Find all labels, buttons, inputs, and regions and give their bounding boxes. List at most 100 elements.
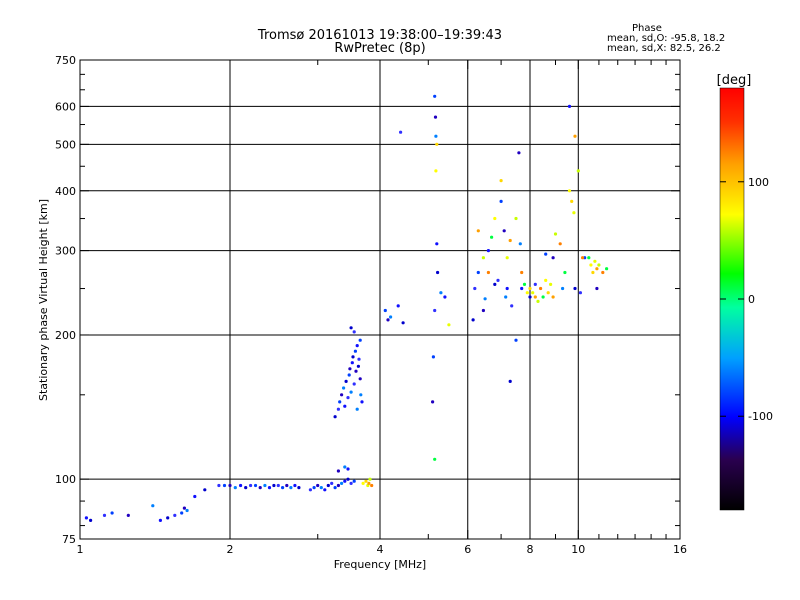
o-mode-point [544, 252, 548, 256]
o-mode-point [253, 483, 258, 488]
x-mode-point [434, 169, 438, 173]
o-mode-point [502, 229, 506, 233]
y-tick-label: 300 [55, 245, 76, 258]
o-mode-point [578, 291, 583, 295]
o-mode-point [333, 415, 337, 419]
x-tick-label: 2 [227, 543, 234, 556]
x-mode-point [581, 256, 585, 260]
o-mode-point [343, 404, 347, 408]
o-mode-point [249, 483, 253, 488]
o-mode-point [353, 349, 357, 353]
x-mode-point [368, 477, 372, 481]
o-mode-point [533, 282, 537, 286]
x-mode-point [447, 323, 451, 327]
y-tick-label: 500 [55, 138, 76, 151]
x-mode-point [493, 216, 497, 221]
x-mode-point [435, 142, 439, 146]
x-mode-point [589, 263, 593, 267]
o-mode-point [349, 390, 353, 394]
o-mode-point [203, 488, 207, 492]
o-mode-point [336, 483, 340, 488]
o-mode-point [386, 318, 390, 322]
o-mode-point [340, 481, 344, 485]
o-mode-point [496, 278, 500, 282]
colorbar-label: [deg] [717, 73, 752, 88]
o-mode-point [508, 379, 512, 383]
o-mode-point [561, 286, 565, 291]
o-mode-point [346, 477, 350, 481]
o-mode-point [433, 308, 437, 313]
o-mode-point [551, 256, 555, 260]
o-mode-point [481, 308, 485, 313]
o-mode-point [272, 483, 276, 488]
o-mode-point [346, 467, 350, 471]
x-mode-point [370, 483, 374, 488]
o-mode-point [182, 506, 186, 510]
o-mode-point [389, 315, 393, 319]
o-mode-point [433, 115, 438, 119]
o-mode-point [439, 291, 443, 295]
y-tick-label: 75 [62, 533, 76, 546]
o-mode-point [173, 513, 177, 518]
o-mode-point [330, 481, 334, 485]
y-tick-label: 400 [55, 185, 76, 198]
o-mode-point [473, 286, 477, 291]
x-mode-point [367, 481, 371, 485]
o-mode-point [433, 94, 437, 98]
o-mode-point [110, 511, 114, 515]
o-mode-point [352, 382, 356, 386]
x-mode-point [520, 270, 524, 275]
x-tick-label: 10 [571, 543, 585, 556]
o-mode-point [316, 483, 320, 488]
o-mode-point [357, 357, 361, 361]
o-mode-point [89, 518, 93, 523]
o-mode-point [340, 393, 344, 397]
o-mode-point [358, 338, 362, 342]
o-mode-point [383, 308, 387, 313]
phase-o-stats: mean, sd,O: -95.8, 18.2 [607, 33, 726, 44]
o-mode-point [520, 286, 524, 291]
o-mode-point [338, 400, 342, 404]
x-tick-label: 6 [464, 543, 471, 556]
o-mode-point [349, 326, 353, 330]
o-mode-point [217, 483, 221, 488]
colorbar-tick-label: -100 [748, 410, 773, 423]
o-mode-point [263, 483, 267, 488]
x-mode-point [576, 169, 580, 173]
o-mode-point [360, 400, 364, 404]
x-mode-point [536, 299, 540, 303]
phase-x-stats: mean, sd,X: 82.5, 26.2 [607, 43, 721, 54]
o-mode-point [471, 318, 475, 322]
o-mode-point [342, 386, 346, 390]
x-mode-point [601, 270, 605, 275]
o-mode-point [493, 282, 497, 286]
o-mode-point [239, 483, 243, 488]
o-mode-point [358, 377, 362, 381]
x-mode-point [591, 270, 595, 275]
y-tick-label: 750 [55, 54, 76, 67]
x-mode-point [499, 179, 503, 183]
o-mode-point [347, 373, 351, 377]
o-mode-point [308, 488, 312, 492]
colorbar-tick-label: 100 [748, 176, 769, 189]
x-mode-point [597, 263, 601, 267]
chart-title-line2: RwPretec (8p) [334, 41, 426, 56]
chart-title-line1: Tromsø 20161013 19:38:00–19:39:43 [257, 28, 503, 43]
o-mode-point [499, 199, 503, 203]
x-tick-label: 16 [673, 543, 687, 556]
o-mode-point [396, 304, 400, 308]
x-mode-point [539, 286, 543, 291]
o-mode-point [483, 297, 487, 301]
x-mode-point [541, 295, 545, 299]
o-mode-point [228, 483, 232, 488]
o-mode-point [486, 249, 490, 253]
o-mode-point [595, 286, 599, 291]
o-mode-point [352, 330, 356, 334]
o-mode-point [344, 379, 348, 383]
x-mode-point [522, 282, 527, 286]
o-mode-point [323, 488, 327, 492]
o-mode-point [514, 338, 518, 342]
x-mode-point [364, 479, 368, 483]
o-mode-point [476, 270, 480, 275]
